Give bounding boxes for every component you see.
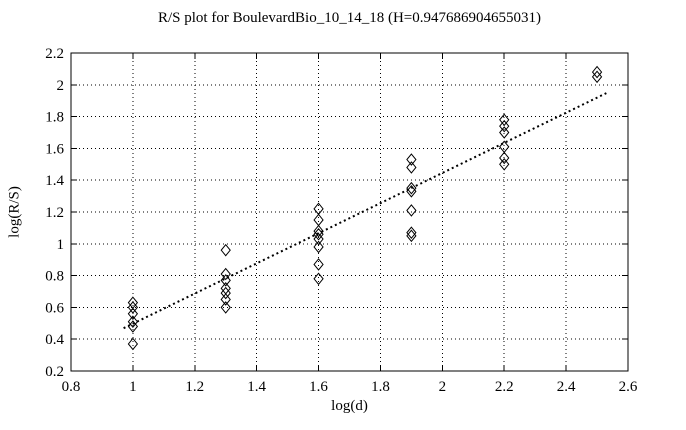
y-tick-label: 1.6: [45, 141, 64, 157]
data-point-diamond: [220, 243, 231, 257]
y-tick-label: 0.8: [45, 269, 64, 285]
x-tick-label: 1.2: [185, 379, 204, 395]
data-point-diamond: [220, 301, 231, 314]
data-point-diamond: [220, 274, 231, 287]
x-tick-label: 1.6: [309, 379, 328, 395]
y-tick-label: 2: [57, 78, 65, 94]
data-point-diamond: [591, 70, 603, 84]
data-point-diamond: [127, 315, 139, 328]
y-tick-label: 1: [57, 237, 65, 253]
data-point-diamond: [220, 286, 231, 300]
x-tick-label: 1.4: [247, 379, 266, 395]
y-tick-label: 2.2: [45, 46, 64, 62]
data-point-diamond: [127, 320, 139, 333]
x-tick-label: 2.6: [619, 379, 638, 395]
data-point-diamond: [313, 232, 324, 246]
data-point-diamond: [499, 113, 510, 127]
x-tick-label: 2.2: [495, 379, 514, 395]
data-point-diamond: [406, 229, 417, 243]
data-point-diamond: [499, 126, 510, 139]
x-tick-label: 1: [129, 379, 137, 395]
data-point-diamond: [313, 240, 324, 254]
y-tick-label: 1.8: [45, 110, 64, 126]
data-point-diamond: [313, 258, 324, 271]
y-tick-label: 0.4: [45, 332, 64, 348]
data-point-diamond: [406, 161, 417, 174]
data-point-diamond: [313, 213, 324, 227]
x-tick-label: 1.8: [371, 379, 390, 395]
data-point-diamond: [591, 65, 603, 79]
data-point-diamond: [313, 227, 324, 241]
data-point-diamond: [499, 158, 510, 171]
data-point-diamond: [406, 153, 417, 166]
data-point-diamond: [406, 181, 417, 195]
data-point-diamond: [127, 337, 139, 351]
y-tick-label: 1.2: [45, 205, 64, 221]
data-point-diamond: [406, 226, 417, 239]
data-point-diamond: [499, 140, 510, 154]
data-point-diamond: [406, 204, 417, 217]
y-tick-label: 1.4: [45, 173, 64, 189]
x-axis-label: log(d): [331, 398, 368, 414]
data-point-diamond: [313, 202, 324, 216]
x-tick-label: 2: [439, 379, 447, 395]
y-tick-label: 0.2: [45, 364, 64, 380]
data-point-diamond: [313, 272, 324, 286]
data-point-diamond: [220, 293, 231, 306]
plot-border: [70, 52, 629, 372]
x-tick-label: 2.4: [557, 379, 576, 395]
x-tick-label: 0.8: [62, 379, 81, 395]
data-point-diamond: [220, 267, 231, 281]
data-point-diamond: [127, 307, 139, 321]
data-point-diamond: [313, 224, 324, 238]
trend-line: [123, 92, 607, 330]
y-tick-label: 0.6: [45, 300, 64, 316]
data-point-diamond: [406, 185, 417, 198]
data-point-diamond: [499, 151, 510, 165]
chart-title: R/S plot for BoulevardBio_10_14_18 (H=0.…: [157, 10, 542, 26]
data-point-diamond: [127, 301, 139, 314]
data-point-diamond: [499, 119, 510, 133]
